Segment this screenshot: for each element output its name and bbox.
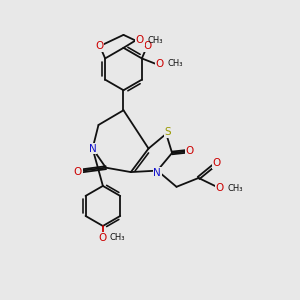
- Text: CH₃: CH₃: [227, 184, 243, 193]
- Text: S: S: [164, 127, 171, 137]
- Text: O: O: [212, 158, 221, 168]
- Text: O: O: [186, 146, 194, 157]
- Text: CH₃: CH₃: [148, 36, 164, 45]
- Text: CH₃: CH₃: [110, 233, 125, 242]
- Text: O: O: [99, 233, 107, 243]
- Text: O: O: [216, 183, 224, 193]
- Text: O: O: [144, 41, 152, 51]
- Text: O: O: [95, 41, 103, 51]
- Text: N: N: [89, 143, 97, 154]
- Text: O: O: [74, 167, 82, 177]
- Text: N: N: [154, 168, 161, 178]
- Text: O: O: [136, 35, 144, 46]
- Text: O: O: [155, 59, 164, 69]
- Text: CH₃: CH₃: [168, 59, 183, 68]
